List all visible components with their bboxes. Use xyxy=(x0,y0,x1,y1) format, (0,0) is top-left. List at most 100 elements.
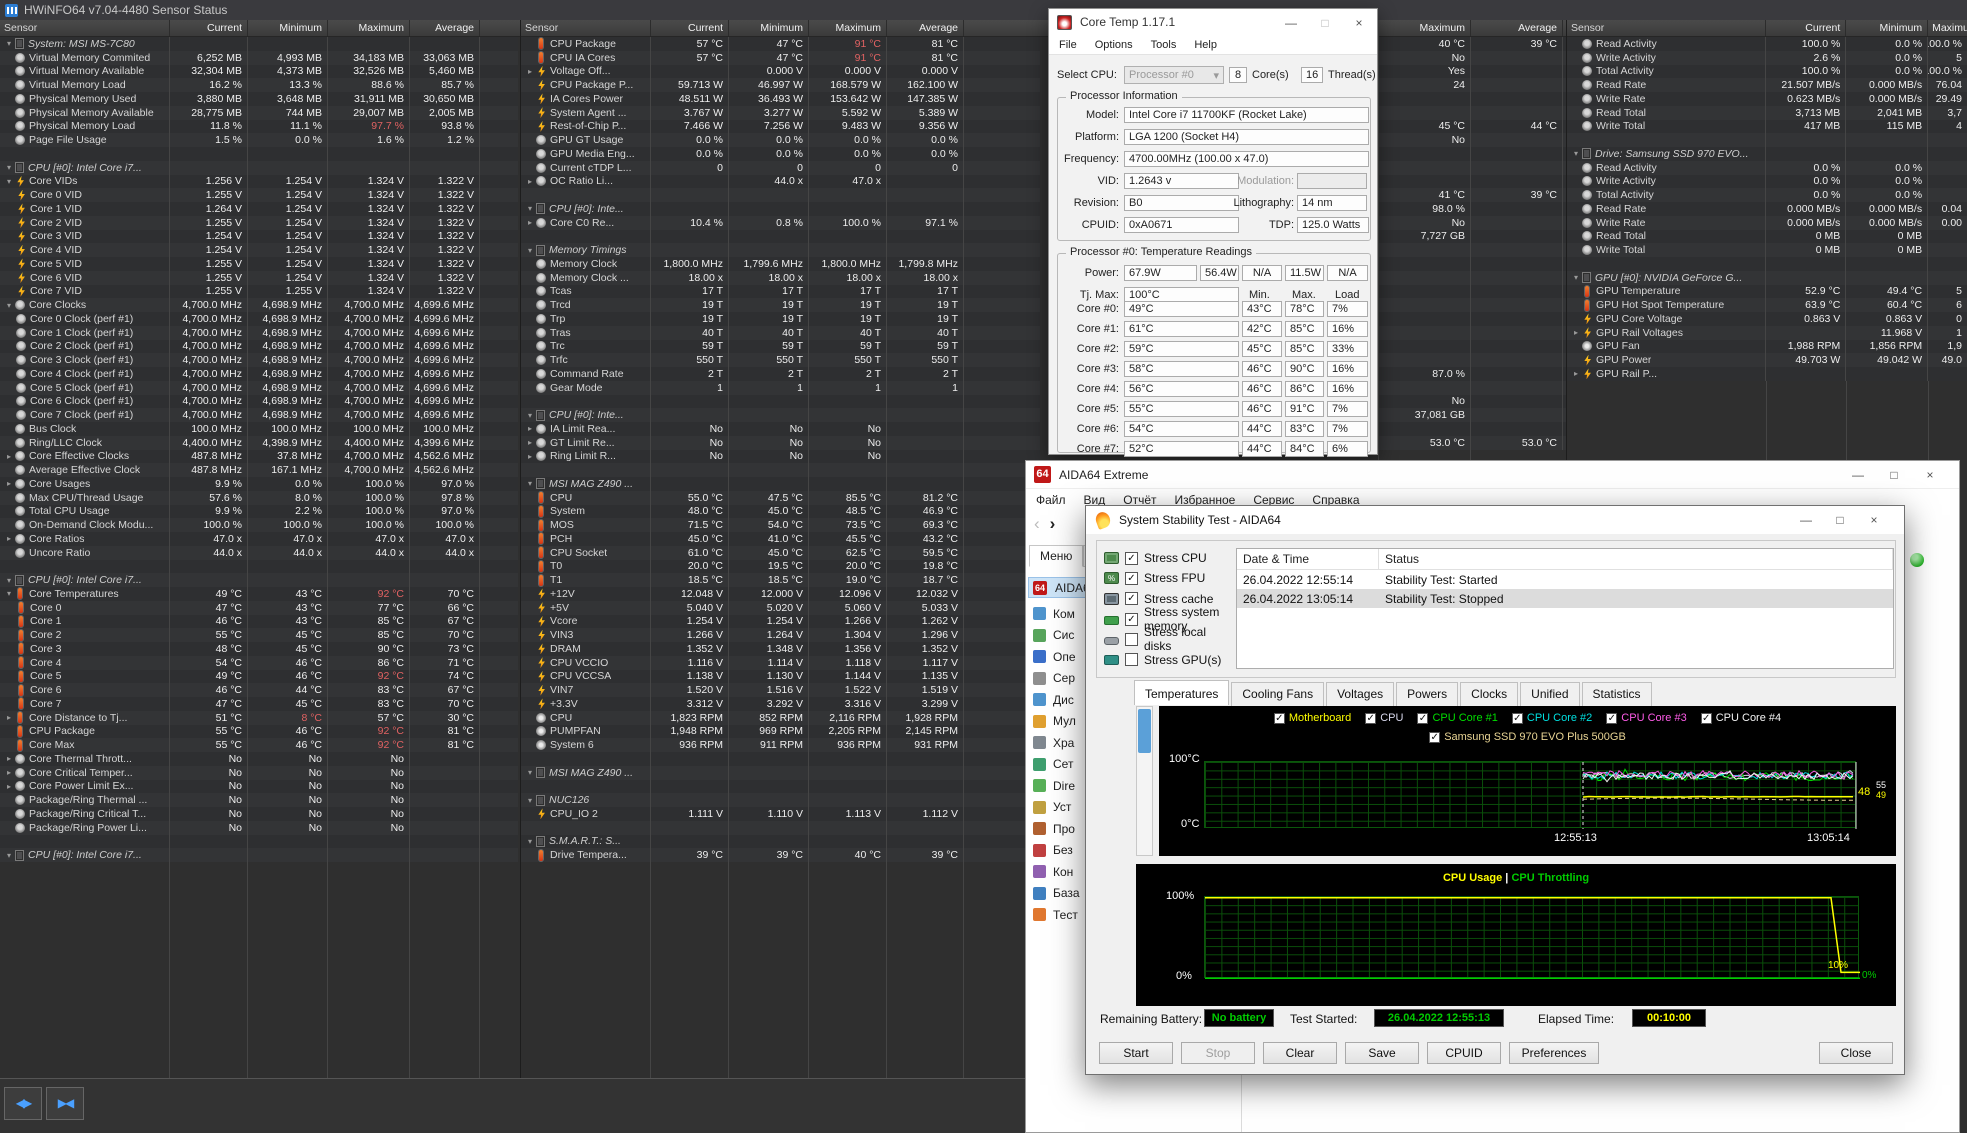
sensor-row[interactable]: VIN7 1.520 V 1.516 V 1.522 V 1.519 V xyxy=(521,683,1040,697)
stress-option[interactable]: Stress local disks xyxy=(1104,625,1234,653)
sensor-row[interactable]: Write Activity 0.0 % 0.0 % xyxy=(1567,174,1967,189)
sensor-row[interactable]: GPU Power 49.703 W 49.042 W 49.0 xyxy=(1567,353,1967,367)
sensor-row[interactable] xyxy=(1379,353,1566,367)
expander-icon[interactable] xyxy=(524,246,536,255)
menu-item[interactable]: Избранное xyxy=(1174,493,1236,507)
sensor-row[interactable]: Core 7 VID 1.255 V 1.255 V 1.324 V 1.322… xyxy=(0,284,518,299)
sensor-row[interactable]: Read Total 3,713 MB 2,041 MB 3,7 xyxy=(1567,105,1967,120)
column-maximum[interactable]: Maximum xyxy=(1932,22,1967,34)
sensor-row[interactable]: NUC126 xyxy=(521,793,1040,807)
column-sensor[interactable]: Sensor xyxy=(1567,20,1767,36)
column-maximum[interactable]: Maximum xyxy=(328,20,410,36)
tree-item[interactable]: Тест xyxy=(1028,904,1240,926)
checkbox[interactable]: ✓ xyxy=(1417,712,1429,724)
checkbox[interactable]: ✓ xyxy=(1125,592,1138,606)
sensor-row[interactable]: Trcd 19 T 19 T 19 T 19 T xyxy=(521,298,1040,312)
menu-item[interactable]: Help xyxy=(1194,38,1217,51)
sensor-row[interactable] xyxy=(521,394,1040,409)
sensor-row[interactable]: Core Power Limit Ex... No No No xyxy=(0,779,518,794)
sensor-row[interactable]: Memory Timings xyxy=(521,243,1040,257)
expander-icon[interactable] xyxy=(3,301,15,310)
sensor-row[interactable]: Core Clocks 4,700.0 MHz 4,698.9 MHz 4,70… xyxy=(0,298,518,312)
sensor-row[interactable]: GPU [#0]: NVIDIA GeForce G... xyxy=(1567,270,1967,285)
checkbox[interactable]: ✓ xyxy=(1700,712,1712,724)
legend-item[interactable]: ✓ CPU Core #2 xyxy=(1511,711,1592,725)
sensor-row[interactable] xyxy=(1379,422,1566,436)
menu-item[interactable]: Отчёт xyxy=(1123,493,1157,507)
sensor-row[interactable]: No xyxy=(1379,133,1566,147)
checkbox[interactable] xyxy=(1125,632,1138,646)
sensor-row[interactable]: Core 4 54 °C 46 °C 86 °C 71 °C xyxy=(0,655,518,670)
sensor-row[interactable]: Read Activity 0.0 % 0.0 % xyxy=(1567,160,1967,175)
expander-icon[interactable] xyxy=(3,768,15,777)
expander-icon[interactable] xyxy=(524,424,536,433)
checkbox[interactable]: ✓ xyxy=(1125,571,1138,585)
sensor-row[interactable]: Write Activity 2.6 % 0.0 % 5 xyxy=(1567,50,1967,65)
expander-icon[interactable] xyxy=(524,204,536,213)
sensor-row[interactable]: Page File Usage 1.5 % 0.0 % 1.6 % 1.2 % xyxy=(0,133,518,147)
tree-item[interactable]: Про xyxy=(1028,818,1240,840)
close-button[interactable]: × xyxy=(1870,513,1878,527)
tree-item[interactable]: База xyxy=(1028,883,1240,905)
sensor-row[interactable]: Core Thermal Thrott... No No No xyxy=(0,752,518,766)
sensor-row[interactable]: GT Limit Re... No No No xyxy=(521,435,1040,450)
sensor-row[interactable]: Total CPU Usage 9.9 % 2.2 % 100.0 % 97.0… xyxy=(0,504,518,519)
aida64-titlebar[interactable]: 64 AIDA64 Extreme xyxy=(1026,461,1959,489)
tree-item[interactable]: Сер xyxy=(1028,668,1240,690)
column-maximum[interactable]: Maximum xyxy=(809,20,887,36)
action-button[interactable]: Clear xyxy=(1263,1042,1337,1064)
sensor-row[interactable] xyxy=(1379,312,1566,326)
sensor-row[interactable]: Max CPU/Thread Usage 57.6 % 8.0 % 100.0 … xyxy=(0,490,518,505)
log-row[interactable]: 26.04.2022 13:05:14 Stability Test: Stop… xyxy=(1237,589,1893,608)
sensor-row[interactable]: Write Rate 0.623 MB/s 0.000 MB/s 29.49 xyxy=(1567,92,1967,106)
sensor-row[interactable]: IA Limit Rea... No No No xyxy=(521,422,1040,436)
sensor-row[interactable]: System: MSI MS-7C80 xyxy=(0,37,518,51)
hwinfo-titlebar[interactable]: HWiNFO64 v7.04-4480 Sensor Status xyxy=(0,0,1967,20)
sensor-row[interactable] xyxy=(521,752,1040,766)
sensor-row[interactable]: Core 3 VID 1.254 V 1.254 V 1.324 V 1.322… xyxy=(0,229,518,244)
sensor-row[interactable]: Core 5 49 °C 46 °C 92 °C 74 °C xyxy=(0,669,518,684)
sensor-row[interactable]: Core 5 VID 1.255 V 1.254 V 1.324 V 1.322… xyxy=(0,257,518,271)
sensor-row[interactable]: Ring/LLC Clock 4,400.0 MHz 4,398.9 MHz 4… xyxy=(0,435,518,450)
sensor-row[interactable]: No xyxy=(1379,394,1566,409)
column-sensor[interactable]: Sensor xyxy=(521,20,651,36)
column-average[interactable]: Average xyxy=(887,20,964,36)
maximize-button[interactable]: □ xyxy=(1836,513,1844,527)
expander-icon[interactable] xyxy=(3,479,15,488)
legend-item[interactable]: ✓ CPU Core #1 xyxy=(1417,711,1498,725)
sensor-row[interactable]: Core 1 46 °C 43 °C 85 °C 67 °C xyxy=(0,614,518,629)
sensor-row[interactable]: GPU Media Eng... 0.0 % 0.0 % 0.0 % 0.0 % xyxy=(521,147,1040,161)
column-header-row[interactable]: Maximum Average xyxy=(1379,20,1566,37)
sensor-row[interactable]: Tras 40 T 40 T 40 T 40 T xyxy=(521,325,1040,340)
sensor-row[interactable]: Read Rate 21.507 MB/s 0.000 MB/s 76.04 xyxy=(1567,78,1967,92)
column-header-row[interactable]: Sensor Current Minimum Maximum Average xyxy=(521,20,1040,37)
legend-item[interactable]: ✓ CPU Core #3 xyxy=(1606,711,1687,725)
stability-titlebar[interactable]: System Stability Test - AIDA64 xyxy=(1086,506,1904,534)
sensor-row[interactable]: System 48.0 °C 45.0 °C 48.5 °C 46.9 °C xyxy=(521,504,1040,519)
sensor-row[interactable] xyxy=(1379,298,1566,312)
sensor-row[interactable] xyxy=(1379,380,1566,395)
log-row[interactable] xyxy=(1237,627,1893,646)
sensor-row[interactable]: GPU Core Voltage 0.863 V 0.863 V 0 xyxy=(1567,312,1967,326)
expander-icon[interactable] xyxy=(3,177,15,186)
checkbox[interactable]: ✓ xyxy=(1606,712,1618,724)
sensor-row[interactable]: Current cTDP L... 0 0 0 0 xyxy=(521,160,1040,175)
tree-item[interactable]: Без xyxy=(1028,840,1240,862)
sensor-row[interactable]: Read Total 0 MB 0 MB xyxy=(1567,229,1967,244)
graph-tab[interactable]: Unified xyxy=(1520,682,1580,707)
sensor-row[interactable]: Core Max 55 °C 46 °C 92 °C 81 °C xyxy=(0,738,518,752)
sensor-row[interactable] xyxy=(521,463,1040,477)
graph-scrollbar[interactable] xyxy=(1136,706,1153,856)
sensor-row[interactable]: Core Temperatures 49 °C 43 °C 92 °C 70 °… xyxy=(0,587,518,601)
tree-item[interactable]: Мул xyxy=(1028,711,1240,733)
coretemp-titlebar[interactable]: Core Temp 1.17.1 xyxy=(1049,9,1377,35)
sensor-row[interactable]: CPU 1,823 RPM 852 RPM 2,116 RPM 1,928 RP… xyxy=(521,710,1040,725)
expander-icon[interactable] xyxy=(3,452,15,461)
legend-item[interactable]: ✓ CPU xyxy=(1365,711,1403,725)
action-button[interactable]: Preferences xyxy=(1509,1042,1599,1064)
sensor-row[interactable]: Core 2 55 °C 45 °C 85 °C 70 °C xyxy=(0,628,518,642)
sensor-row[interactable]: 24 xyxy=(1379,78,1566,92)
expander-icon[interactable] xyxy=(524,837,536,846)
checkbox[interactable] xyxy=(1125,653,1138,667)
sensor-row[interactable]: MOS 71.5 °C 54.0 °C 73.5 °C 69.3 °C xyxy=(521,518,1040,532)
